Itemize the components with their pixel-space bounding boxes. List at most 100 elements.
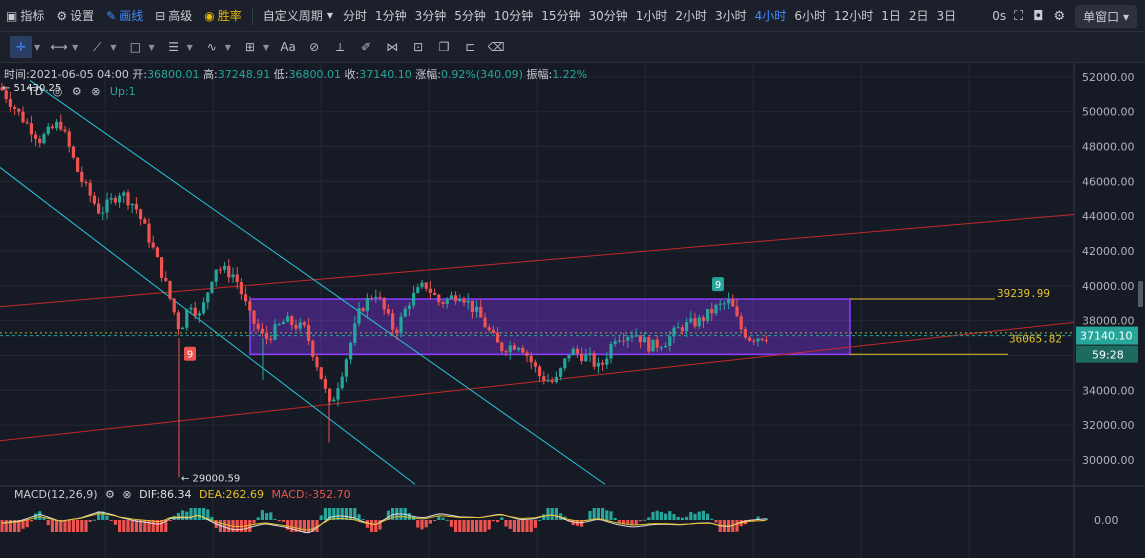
caret-down-icon[interactable]: ▼	[110, 42, 117, 52]
draw-button[interactable]: ✎ 画线	[106, 8, 144, 24]
wave-tool-icon[interactable]: ∿	[206, 40, 217, 54]
range-box	[249, 298, 851, 356]
macd-bar	[344, 508, 348, 520]
copy-tool-icon[interactable]: ❐	[438, 40, 450, 54]
macd-bar	[462, 520, 466, 532]
measure-tool-icon[interactable]: ⊞	[244, 40, 255, 54]
candle-body	[46, 126, 50, 135]
macd-bar	[685, 516, 689, 520]
drawing-toolbar: ✛ ▼ ⟷ ▼ ⟋ ▼ □ ▼ ☰ ▼ ∿ ▼ ⊞ ▼ Aa ⊘ ⟂ ✐ ⋈ ⊡ ❐ ⊏ ⌫	[0, 32, 1145, 63]
candle-body	[601, 362, 605, 365]
candle-body	[529, 355, 533, 363]
caret-down-icon[interactable]: ▼	[262, 42, 270, 52]
macd-bar	[290, 520, 294, 532]
candle-body	[344, 359, 348, 377]
text-tool-icon[interactable]: Aa	[280, 40, 296, 54]
winrate-button[interactable]: ◉ 胜率	[204, 8, 242, 24]
macd-bar	[651, 511, 655, 520]
lock-tool-icon[interactable]: ⊡	[413, 40, 424, 54]
period-item[interactable]: 4小时	[754, 9, 787, 23]
macd-bar	[353, 508, 357, 520]
period-item[interactable]: 1日	[881, 9, 901, 23]
advanced-button[interactable]: ⊟ 高级	[155, 8, 193, 24]
period-item[interactable]: 5分钟	[454, 9, 486, 23]
caret-down-icon[interactable]: ▼	[186, 42, 193, 52]
macd-bar	[428, 520, 432, 524]
settings-icon[interactable]: ⚙	[1053, 8, 1066, 24]
period-item[interactable]: 1分钟	[374, 9, 407, 23]
candle-body	[491, 329, 495, 333]
candle-body	[605, 358, 609, 365]
horizontal-line-tool-icon[interactable]: ⟷	[50, 40, 68, 54]
close-icon[interactable]: ⊗	[91, 85, 101, 98]
macd-bar	[680, 517, 684, 520]
countdown-setting[interactable]: 0s	[992, 9, 1007, 23]
candle-body	[357, 308, 361, 324]
crosshair-tool-icon[interactable]: ✛	[10, 36, 32, 58]
td-marker-label: 9	[187, 350, 193, 361]
candle-body	[223, 265, 227, 270]
gear-icon[interactable]: ⚙	[71, 85, 82, 98]
caret-down-icon[interactable]: ▼	[224, 42, 231, 52]
macd-bar	[508, 520, 512, 529]
period-item[interactable]: 分时	[342, 9, 367, 23]
candle-body	[227, 265, 231, 278]
macd-bar	[281, 520, 285, 522]
candle-body	[370, 298, 374, 300]
camera-icon[interactable]: ◘	[1033, 8, 1044, 24]
macd-bar	[88, 520, 92, 522]
candle-body	[672, 327, 676, 337]
period-item[interactable]: 10分钟	[493, 9, 534, 23]
window-mode-dropdown[interactable]: 单窗口 ▾	[1075, 4, 1137, 28]
trend-line-lower	[0, 167, 416, 485]
candle-body	[269, 338, 273, 340]
candle-body	[50, 126, 54, 129]
eye-icon[interactable]: ◎	[52, 85, 63, 98]
macd-bar	[92, 519, 96, 521]
macd-bar	[521, 520, 525, 532]
fib-tool-icon[interactable]: ☰	[168, 40, 179, 54]
td-marker	[184, 346, 196, 361]
candle-body	[756, 338, 760, 342]
macd-bar	[374, 520, 378, 532]
macd-bar	[302, 520, 306, 532]
period-item[interactable]: 6小时	[794, 9, 826, 23]
price-chart[interactable]: 30000.0032000.0034000.0036000.0038000.00…	[0, 63, 1145, 558]
group-tool-icon[interactable]: ⋈	[386, 40, 399, 54]
caret-down-icon[interactable]: ▼	[72, 42, 79, 52]
period-item[interactable]: 2日	[908, 9, 929, 23]
custom-period-dropdown[interactable]: 自定义周期 ▼	[262, 9, 333, 23]
period-item[interactable]: 12小时	[833, 9, 874, 23]
candle-body	[668, 336, 672, 346]
caret-down-icon[interactable]: ▼	[148, 42, 155, 52]
link-tool-icon[interactable]: ⊏	[465, 40, 476, 54]
macd-bar	[332, 508, 336, 520]
period-item[interactable]: 15分钟	[541, 9, 581, 23]
ruler-tool-icon[interactable]: ⟂	[336, 39, 345, 54]
period-item[interactable]: 3日	[936, 9, 957, 23]
candle-body	[164, 277, 168, 281]
trash-icon[interactable]: ⌫	[487, 40, 505, 54]
period-item[interactable]: 30分钟	[588, 9, 628, 23]
rectangle-tool-icon[interactable]: □	[129, 40, 142, 54]
macd-bar	[50, 520, 54, 532]
period-item[interactable]: 2小时	[675, 9, 708, 23]
candle-body	[374, 296, 378, 299]
period-item[interactable]: 3分钟	[414, 9, 447, 23]
candle-body	[475, 306, 479, 312]
trend-line-tool-icon[interactable]: ⟋	[93, 39, 102, 54]
candle-body	[655, 339, 659, 348]
candle-body	[143, 219, 147, 224]
gear-icon[interactable]: ⚙	[105, 488, 115, 501]
close-icon[interactable]: ⊗	[122, 488, 132, 501]
caret-down-icon[interactable]: ▼	[34, 42, 41, 52]
fullscreen-icon[interactable]: ⛶	[1014, 8, 1024, 24]
brush-tool-icon[interactable]: ✐	[361, 40, 372, 54]
macd-bar	[63, 520, 67, 532]
magnet-tool-icon[interactable]: ⊘	[309, 40, 320, 54]
candle-body	[168, 280, 172, 299]
period-item[interactable]: 3小时	[715, 9, 747, 23]
period-item[interactable]: 1小时	[635, 9, 668, 23]
settings-button[interactable]: ⚙ 设置	[56, 8, 95, 24]
indicator-button[interactable]: ▣ 指标	[6, 8, 45, 24]
